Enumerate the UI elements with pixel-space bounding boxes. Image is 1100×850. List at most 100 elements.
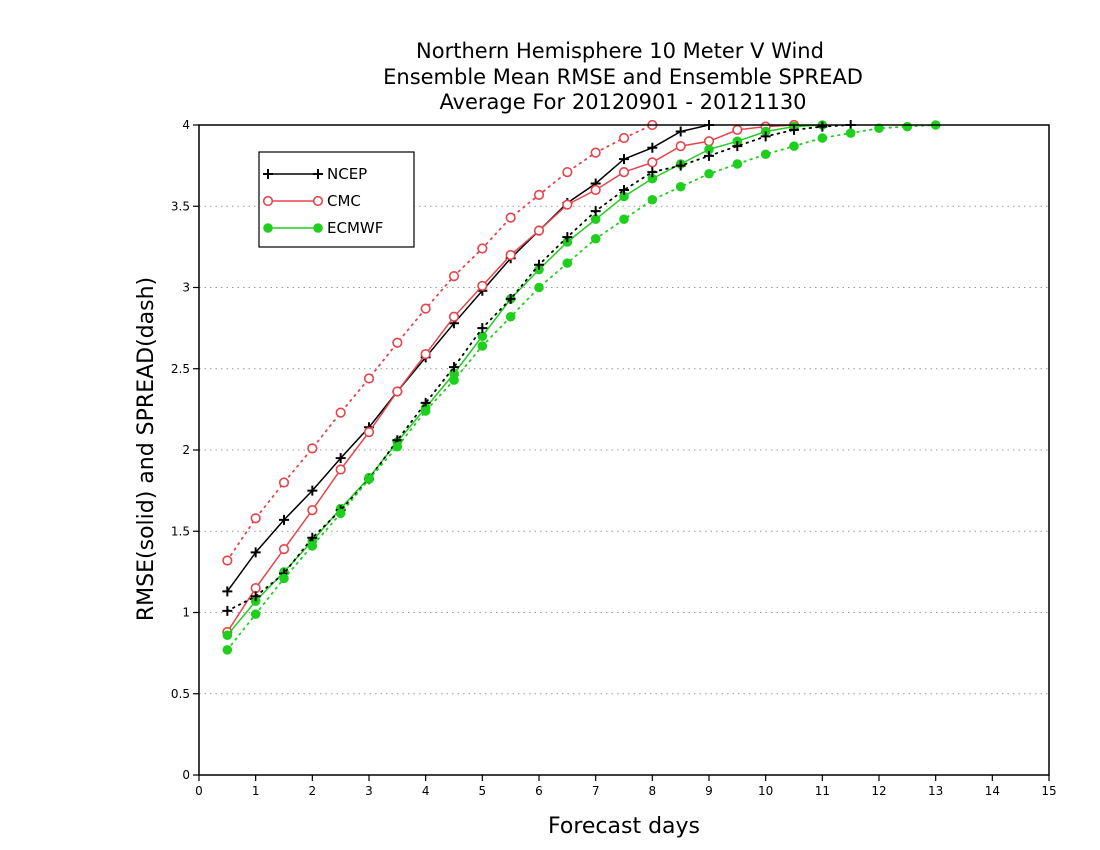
data-point xyxy=(335,464,346,475)
data-point xyxy=(250,583,261,594)
data-point xyxy=(647,194,658,205)
data-point xyxy=(279,514,289,525)
x-tick-label: 9 xyxy=(705,784,713,798)
data-point xyxy=(222,586,233,597)
data-point xyxy=(335,453,346,464)
data-point xyxy=(420,406,431,416)
legend-marker xyxy=(312,195,324,207)
y-tick-label: 2.5 xyxy=(171,362,190,376)
series-line xyxy=(226,124,710,592)
data-point xyxy=(250,547,261,558)
x-tick-label: 1 xyxy=(252,784,260,798)
data-point xyxy=(619,214,629,225)
x-tick-label: 10 xyxy=(758,784,773,798)
data-point xyxy=(477,341,488,351)
data-point xyxy=(704,168,714,179)
x-axis-title: Forecast days xyxy=(548,814,700,839)
x-tick-label: 13 xyxy=(928,784,943,798)
legend-box xyxy=(258,151,415,248)
y-tick-label: 3 xyxy=(182,281,190,295)
y-axis-title: RMSE(solid) and SPREAD(dash) xyxy=(134,277,159,621)
legend-item-cmc: CMC xyxy=(262,192,361,210)
data-point xyxy=(222,555,233,566)
data-point xyxy=(618,132,630,144)
data-point xyxy=(505,212,516,223)
series-line xyxy=(226,124,823,636)
chart-title: Northern Hemisphere 10 Meter V Wind Ense… xyxy=(383,39,863,114)
data-point xyxy=(307,505,318,516)
data-point xyxy=(449,375,459,385)
data-point xyxy=(477,243,488,254)
y-tick-label: 0 xyxy=(182,768,190,782)
data-point xyxy=(392,337,403,348)
legend-item-ecmwf: ECMWF xyxy=(263,219,383,237)
title-line-2: Ensemble Mean RMSE and Ensemble SPREAD xyxy=(383,65,863,89)
data-point xyxy=(505,249,516,261)
data-point xyxy=(675,141,686,152)
plot-series xyxy=(222,119,941,655)
legend-marker xyxy=(313,169,323,179)
y-tick-label: 3.5 xyxy=(171,199,190,213)
series-spread-4-spread xyxy=(222,119,658,566)
data-point xyxy=(562,199,573,210)
data-point xyxy=(534,282,544,293)
data-point xyxy=(335,508,346,519)
data-point xyxy=(590,184,601,196)
x-tick-label: 2 xyxy=(309,784,317,798)
data-point xyxy=(590,214,601,225)
data-point xyxy=(534,259,544,270)
data-point xyxy=(732,141,743,152)
data-point xyxy=(222,645,233,655)
data-point xyxy=(704,150,714,161)
data-point xyxy=(675,160,686,171)
x-tick-label: 6 xyxy=(535,784,543,798)
data-point xyxy=(789,124,799,135)
legend-label: CMC xyxy=(327,192,361,210)
data-point xyxy=(590,233,601,244)
y-tick-label: 1.5 xyxy=(171,524,190,538)
data-point xyxy=(817,133,828,143)
x-tick-label: 8 xyxy=(649,784,657,798)
y-tick-label: 1 xyxy=(182,606,190,620)
data-point xyxy=(307,443,318,454)
data-point xyxy=(250,513,261,524)
legend-item-ncep: NCEP xyxy=(263,165,367,183)
data-point xyxy=(590,206,601,217)
data-point xyxy=(250,591,261,602)
data-point xyxy=(845,128,856,138)
x-tick-label: 5 xyxy=(479,784,487,798)
title-line-1: Northern Hemisphere 10 Meter V Wind xyxy=(416,39,824,63)
data-point xyxy=(533,225,545,236)
x-tick-label: 0 xyxy=(195,784,203,798)
data-point xyxy=(278,544,290,555)
data-point xyxy=(789,141,799,151)
legend-marker xyxy=(263,169,273,179)
y-tick-label: 2 xyxy=(182,443,190,457)
data-point xyxy=(562,232,573,243)
x-tick-label: 3 xyxy=(365,784,373,798)
x-tick-label: 7 xyxy=(592,784,600,798)
data-point xyxy=(732,124,743,135)
y-tick-label: 0.5 xyxy=(171,687,190,701)
data-point xyxy=(420,303,431,314)
data-point xyxy=(675,181,686,192)
data-point xyxy=(760,131,771,142)
data-point xyxy=(618,167,630,178)
data-point xyxy=(363,373,375,384)
data-point xyxy=(250,609,261,619)
data-point xyxy=(732,159,743,169)
data-point xyxy=(562,258,573,268)
x-tick-label: 4 xyxy=(422,784,430,798)
data-point xyxy=(562,167,573,178)
series-spread-5-spread xyxy=(222,120,941,655)
x-tick-label: 14 xyxy=(985,784,1000,798)
data-point xyxy=(619,185,629,195)
x-tick-label: 15 xyxy=(1041,784,1056,798)
data-point xyxy=(363,427,375,438)
data-point xyxy=(448,311,460,322)
x-tick-label: 12 xyxy=(871,784,886,798)
data-point xyxy=(619,154,629,165)
data-point xyxy=(902,121,913,132)
data-point xyxy=(477,280,488,291)
data-point xyxy=(392,441,403,452)
